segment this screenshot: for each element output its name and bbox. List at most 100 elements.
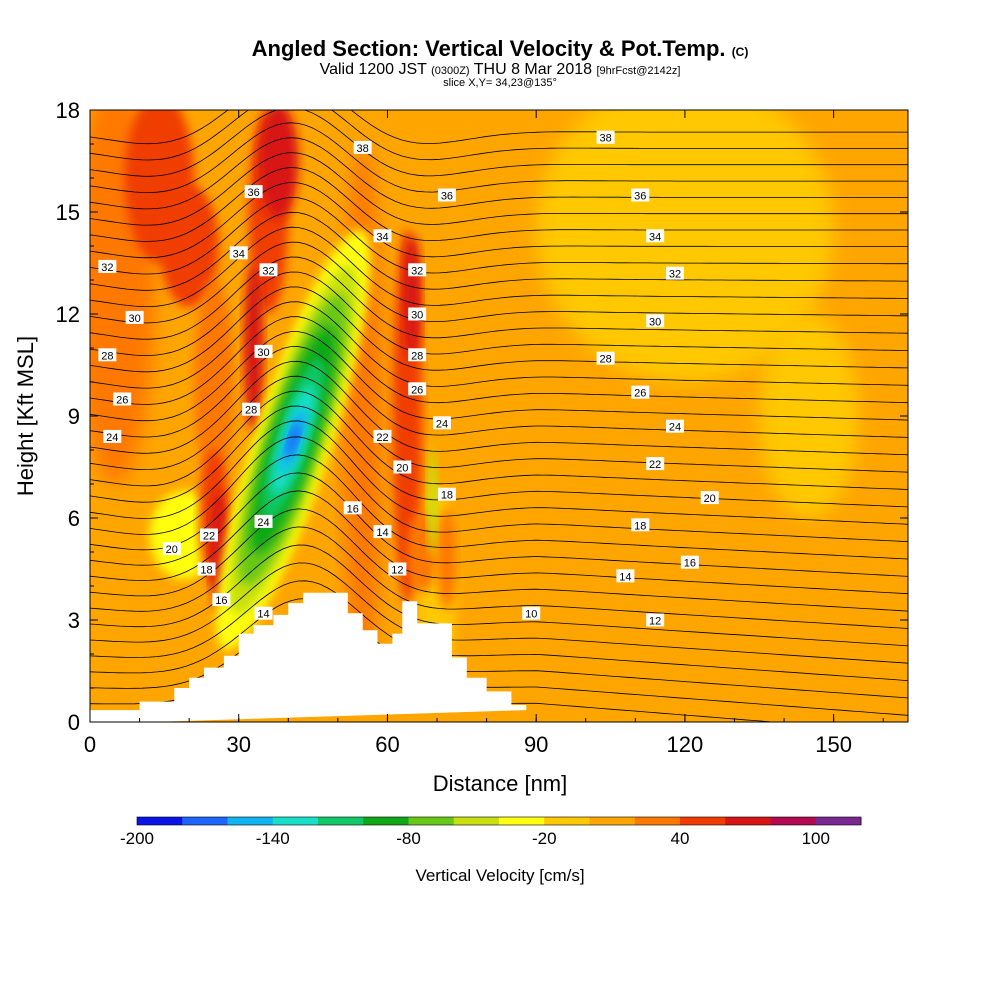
contour-label-text: 30 (411, 310, 423, 322)
downdraft-shade (286, 423, 301, 457)
forecast-label: [9hrFcst@2142z] (596, 65, 681, 77)
contour-label-text: 18 (200, 565, 212, 577)
y-axis-label: Height [Kft MSL] (13, 336, 38, 496)
contour-label: 30 (254, 344, 273, 359)
contour-label-bg (212, 593, 231, 607)
contour-label-text: 14 (376, 527, 388, 539)
contour-label-bg (596, 351, 615, 365)
colorbar-swatch (770, 817, 817, 825)
theta-contour (90, 360, 908, 456)
contour-label-bg (113, 392, 132, 406)
contour-label: 20 (700, 491, 719, 505)
contour-label-text: 14 (619, 571, 631, 583)
contour-label: 10 (522, 606, 541, 621)
colorbar-swatch (363, 817, 409, 825)
contour-label-bg (408, 263, 427, 277)
theta-contour (90, 405, 908, 508)
contour-label-bg (437, 487, 456, 501)
contour-label-bg (254, 606, 273, 620)
contour-labels: 38 38 36 36 36 34 34 34 32 32 32 32 30 30 30 30 28 28 28 28… (98, 130, 719, 628)
contour-label: 30 (646, 314, 665, 328)
contour-label-bg (408, 382, 427, 396)
theta-contour (90, 331, 908, 422)
contour-label-bg (631, 518, 650, 532)
velocity-blob (159, 184, 219, 308)
contour-label-bg (242, 402, 261, 416)
theta-contour (90, 580, 908, 681)
contour-label: 18 (197, 562, 216, 577)
contour-label-bg (408, 348, 427, 362)
contour-label: 16 (680, 555, 699, 570)
contour-label-text: 18 (634, 520, 646, 532)
theta-contour (90, 436, 908, 542)
contour-label-text: 12 (649, 616, 661, 628)
contour-label-text: 28 (411, 350, 423, 362)
contour-label-text: 28 (599, 354, 611, 366)
contour-label-text: 20 (396, 463, 408, 475)
contour-label: 26 (631, 385, 650, 400)
contour-label: 16 (212, 593, 231, 607)
contour-label-bg (388, 562, 407, 576)
contour-label: 28 (408, 348, 427, 362)
contour-label: 38 (353, 140, 372, 155)
contour-label-bg (353, 140, 372, 154)
contour-label: 32 (665, 266, 684, 281)
colorbar-label: Vertical Velocity [cm/s] (415, 866, 584, 885)
theta-contour (90, 167, 908, 242)
velocity-blob (427, 446, 438, 556)
theta-contour (90, 375, 908, 473)
contour-label: 18 (631, 518, 650, 532)
terrain (90, 592, 527, 722)
contour-label: 20 (393, 460, 412, 475)
title-mark: (C) (731, 45, 749, 59)
contour-label-bg (432, 416, 451, 430)
x-tick-label: 90 (524, 732, 548, 757)
contour-label-text: 16 (347, 503, 359, 515)
valid-prefix: Valid 1200 JST (319, 61, 427, 78)
velocity-blob (243, 263, 264, 433)
contour-label-text: 22 (376, 432, 388, 444)
contour-label: 36 (631, 188, 650, 203)
theta-contours (90, 110, 908, 722)
contour-label-bg (646, 314, 665, 328)
contour-label: 38 (596, 130, 615, 145)
contour-label-text: 30 (128, 313, 140, 325)
contour-label: 12 (388, 562, 407, 577)
contour-label-text: 22 (203, 531, 215, 543)
theta-contour (90, 256, 908, 340)
contour-label-text: 38 (599, 133, 611, 145)
contour-label-text: 24 (436, 418, 448, 430)
contour-label: 26 (408, 382, 427, 396)
contour-label-text: 34 (233, 248, 245, 260)
contour-label-text: 28 (245, 405, 257, 417)
colorbar-swatch (725, 817, 771, 825)
colorbar-tick-label: 100 (802, 829, 830, 848)
contour-label-bg (259, 263, 278, 277)
contour-label-text: 12 (391, 565, 403, 577)
colorbar-swatch (634, 817, 681, 825)
contour-label-text: 36 (441, 191, 453, 203)
theta-contour (90, 122, 908, 194)
contour-label-bg (680, 555, 699, 569)
contour-label-bg (631, 385, 650, 399)
contour-label-text: 18 (441, 490, 453, 502)
contour-label-text: 32 (669, 269, 681, 281)
contour-label-text: 22 (649, 459, 661, 471)
velocity-blob (437, 507, 457, 610)
theta-contour (90, 241, 908, 324)
contour-label: 28 (98, 348, 117, 362)
contour-label-text: 34 (376, 231, 388, 243)
theta-contour (90, 211, 908, 291)
contour-label-bg (373, 229, 392, 243)
contour-label-text: 28 (101, 350, 113, 362)
colorbar-swatch (680, 817, 726, 825)
plot-area: 38 38 36 36 36 34 34 34 32 32 32 32 30 30 30 30 28 28 28 28… (90, 110, 908, 722)
contour-label-bg (665, 266, 684, 280)
contour-label-text: 24 (669, 422, 681, 434)
y-tick-label: 0 (68, 710, 80, 735)
contour-label-text: 36 (634, 191, 646, 203)
contour-label-text: 26 (634, 388, 646, 400)
contour-label-text: 20 (166, 544, 178, 556)
